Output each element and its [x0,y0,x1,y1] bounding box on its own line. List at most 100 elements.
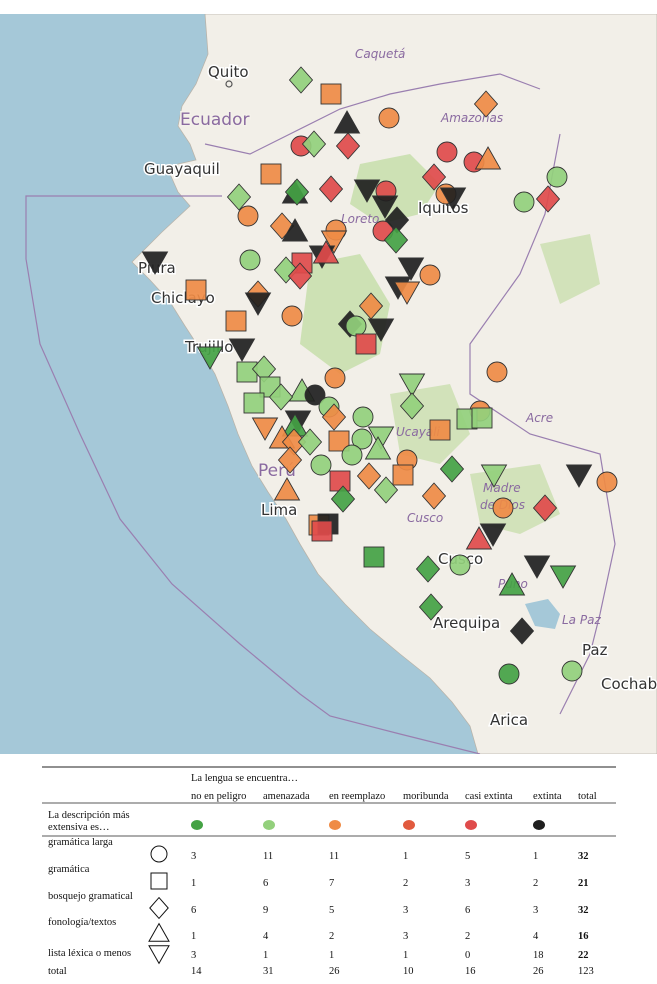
table-cell: 32 [578,851,589,862]
table-cell: 1 [191,878,196,889]
circle-marker-casi-extinta [436,141,458,163]
label-ucayali: Ucayali [396,425,441,439]
triangle-down-marker-extinta [479,523,507,547]
column-headers: no en peligro amenazada en reemplazo moribu… [191,791,597,802]
total-cell: 26 [533,966,544,977]
diamond-marker-no-en-peligro [415,555,441,583]
language-map: Quito Ecuador Guayaquil Caquetá Amazonas… [0,14,657,754]
triangle-up-marker-extinta [333,110,361,134]
border-line [25,195,481,754]
circle-marker-no-en-peligro [498,663,520,685]
total-cell: 31 [263,966,274,977]
table-cell: 6 [191,905,196,916]
table-cell: 1 [329,950,334,961]
diamond-marker-casi-extinta [421,163,447,191]
label-lima: Lima [261,501,297,519]
table-cell: 1 [191,931,196,942]
triangle-down-marker-extinta [439,187,467,211]
table-cell: 7 [329,878,334,889]
diamond-marker-no-en-peligro [418,593,444,621]
diamond-marker-amenazada [288,66,314,94]
row-label: gramática larga [48,837,113,848]
label-cusco-region: Cusco [407,511,443,525]
diamond-marker-casi-extinta [318,175,344,203]
triangle-down-marker-extinta [228,338,256,362]
triangle-down-marker-en-reemplazo [251,417,279,441]
square-marker-en-reemplazo [260,163,282,185]
diamond-marker-amenazada [226,183,252,211]
triangle-down-marker-amenazada [398,373,426,397]
triangle-up-legend-symbol [148,922,170,942]
circle-marker-en-reemplazo [486,361,508,383]
square-marker-amenazada [471,407,493,429]
language-markers [141,66,618,685]
border-line [204,73,541,155]
circle-marker-en-reemplazo [237,205,259,227]
table-cell: 4 [533,931,539,942]
circle-marker-en-reemplazo [596,471,618,493]
border-line [469,133,616,715]
column-color-dot [465,820,477,830]
label-arica: Arica [490,711,528,729]
circle-marker-en-reemplazo [419,264,441,286]
table-header-line: La lengua se encuentra… [191,773,298,784]
square-marker-en-reemplazo [328,430,350,452]
table-cell: 32 [578,905,589,916]
label-guayaquil: Guayaquil [144,160,220,178]
table-cell: 18 [533,950,544,961]
square-marker-amenazada [236,361,258,383]
label-amazonas: Amazonas [440,111,503,125]
total-cell: 10 [403,966,414,977]
diamond-marker-casi-extinta [535,185,561,213]
table-cell: 6 [263,878,268,889]
diamond-marker-en-reemplazo [473,90,499,118]
column-header: en reemplazo [329,791,385,802]
triangle-down-marker-amenazada [367,426,395,450]
square-marker-casi-extinta [355,333,377,355]
label-cochabamba: Cochab [601,675,657,693]
diamond-legend-symbol [149,896,169,920]
column-color-dot [191,820,203,830]
column-header: no en peligro [191,791,246,802]
table-cell: 2 [403,878,408,889]
column-header: moribunda [403,791,449,802]
circle-marker-amenazada [310,454,332,476]
diamond-marker-casi-extinta [532,494,558,522]
triangle-down-marker-extinta [244,292,272,316]
square-marker-en-reemplazo [185,279,207,301]
circle-marker-en-reemplazo [492,497,514,519]
circle-marker-extinta [304,384,326,406]
circle-marker-en-reemplazo [378,107,400,129]
diamond-marker-no-en-peligro [383,226,409,254]
triangle-down-marker-en-reemplazo [393,281,421,305]
table-cell: 2 [465,931,470,942]
table-cell: 1 [403,950,408,961]
column-header: extinta [533,791,562,802]
diamond-marker-casi-extinta [287,262,313,290]
total-cell: 16 [465,966,476,977]
diamond-marker-amenazada [301,130,327,158]
square-marker-amenazada [243,392,265,414]
diamond-marker-en-reemplazo [321,403,347,431]
column-color-dot [329,820,341,830]
triangle-up-marker-en-reemplazo [273,477,301,501]
triangle-down-marker-en-reemplazo [320,230,348,254]
label-ecuador: Ecuador [180,110,249,130]
table-cell: 22 [578,950,589,961]
city-dot [225,80,233,88]
diamond-marker-en-reemplazo [277,446,303,474]
column-header: total [578,791,597,802]
table-cell: 1 [263,950,268,961]
column-color-dots [191,820,545,830]
diamond-marker-no-en-peligro [439,455,465,483]
label-loreto: Loreto [341,212,379,226]
table-cell: 3 [191,950,196,961]
square-marker-en-reemplazo [392,464,414,486]
triangle-down-legend-symbol [148,945,170,965]
triangle-up-marker-casi-extinta [312,240,340,264]
triangle-down-marker-extinta [141,251,169,275]
circle-marker-amenazada [239,249,261,271]
circle-marker-amenazada [449,554,471,576]
table-cell: 2 [533,878,538,889]
circle-marker-amenazada [546,166,568,188]
